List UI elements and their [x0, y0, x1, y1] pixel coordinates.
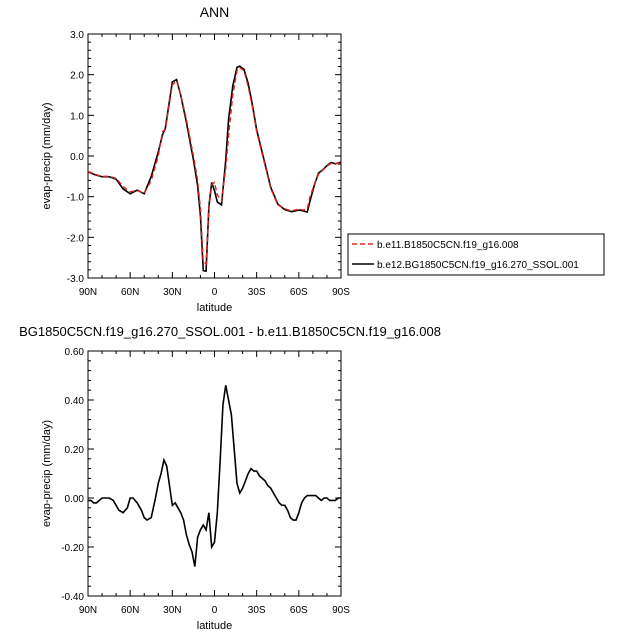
y-tick-label: -1.0 — [67, 193, 85, 204]
y-tick-label: -2.0 — [67, 233, 85, 244]
legend-entry: b.e12.BG1850C5CN.f19_g16.270_SSOL.001 — [377, 260, 579, 271]
x-tick-label: 0 — [212, 605, 218, 616]
y-tick-label: -3.0 — [67, 274, 85, 285]
y-tick-label: 3.0 — [70, 30, 84, 41]
x-tick-label: 90N — [79, 605, 97, 616]
x-tick-label: 60N — [121, 605, 139, 616]
plot-frame — [87, 33, 342, 279]
y-tick-label: -0.40 — [61, 592, 84, 603]
y-tick-label: 2.0 — [70, 71, 84, 82]
plot-frame — [87, 350, 342, 597]
difference-line — [88, 385, 341, 567]
legend-entry: b.e11.B1850C5CN.f19_g16.008 — [377, 240, 519, 251]
y-tick-label: 0.20 — [65, 445, 85, 456]
y-tick-label: 1.0 — [70, 111, 84, 122]
chart-title: BG1850C5CN.f19_g16.270_SSOL.001 - b.e11.… — [19, 324, 441, 339]
y-tick-label: 0.60 — [65, 347, 85, 358]
y-tick-label: 0.40 — [65, 396, 85, 407]
x-tick-label: 60N — [121, 287, 139, 298]
x-tick-label: 60S — [290, 287, 308, 298]
x-tick-label: 0 — [212, 287, 218, 298]
y-tick-label: 0.0 — [70, 152, 84, 163]
y-axis-label: evap-precip (mm/day) — [41, 420, 53, 527]
x-tick-label: 30S — [248, 287, 266, 298]
series-line-0 — [88, 66, 341, 266]
chart-title: ANN — [200, 4, 230, 20]
series-line-1 — [88, 65, 341, 273]
x-tick-label: 30N — [163, 605, 181, 616]
x-tick-label: 30S — [248, 605, 266, 616]
x-tick-label: 90S — [332, 287, 350, 298]
y-tick-label: -0.20 — [61, 543, 84, 554]
x-tick-label: 90S — [332, 605, 350, 616]
x-tick-label: 30N — [163, 287, 181, 298]
x-tick-label: 60S — [290, 605, 308, 616]
y-tick-label: 0.00 — [65, 494, 85, 505]
y-axis-label: evap-precip (mm/day) — [41, 103, 53, 210]
legend-box — [347, 233, 605, 276]
x-tick-label: 90N — [79, 287, 97, 298]
x-axis-label: latitude — [197, 620, 232, 632]
x-axis-label: latitude — [197, 302, 232, 314]
